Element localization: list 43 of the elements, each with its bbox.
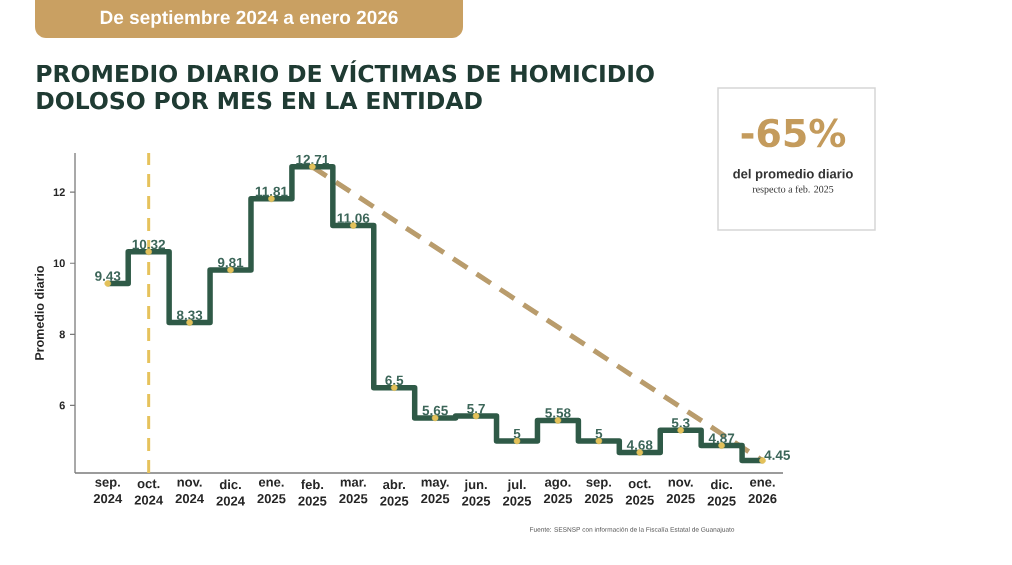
data-label: 4.68 (626, 440, 653, 450)
x-tick-label: nov. 2024 (175, 479, 204, 504)
x-tick-label: sep. 2024 (93, 479, 123, 504)
y-tick-label: 6 (59, 401, 65, 410)
x-tick-label: oct. 2025 (625, 479, 654, 505)
y-tick-label: 8 (59, 330, 65, 339)
data-label: 5.3 (671, 418, 690, 428)
x-tick-label: jun. 2025 (462, 479, 491, 506)
data-label: 8.33 (176, 310, 203, 320)
x-tick-label: dic. 2025 (707, 479, 736, 506)
data-label: 5.58 (545, 408, 571, 418)
data-label: 6.5 (385, 375, 404, 386)
x-tick-label: dic. 2024 (216, 479, 245, 506)
x-tick-label: feb. 2025 (298, 479, 327, 506)
data-label: 5 (513, 428, 521, 439)
x-tick-label: ene. 2025 (257, 479, 286, 504)
data-label: 4.45 (764, 450, 791, 460)
text: -65% (741, 118, 846, 148)
chart-subtitle: De septiembre 2024 a enero 2026 (100, 10, 398, 28)
data-label: 11.06 (337, 213, 370, 223)
x-tick-label: abr. 2025 (380, 479, 409, 506)
x-tick-label: sep. 2025 (584, 479, 613, 504)
annotation: respecto a feb. 2025 (752, 185, 834, 195)
chart-title: PROMEDIO DIARIO DE VÍCTIMAS DE HOMICIDIO DOLOSO POR MES EN LA ENTIDAD (37, 60, 654, 110)
data-label: 9.81 (217, 257, 244, 268)
y-axis-title: Promedio diario (34, 265, 44, 360)
y-tick-label: 12 (53, 188, 65, 196)
x-tick-label: mar. 2025 (339, 479, 368, 504)
data-label: 5 (595, 428, 603, 439)
data-label: 11.81 (255, 186, 288, 197)
x-tick-label: jul. 2025 (503, 479, 532, 506)
data-label: 4.87 (708, 433, 735, 444)
x-tick-label: ene. 2026 (748, 479, 777, 504)
data-label: 5.7 (467, 404, 485, 414)
x-tick-label: oct. 2024 (134, 479, 164, 505)
x-tick-label: nov. 2025 (666, 479, 695, 504)
x-tick-label: ago. 2025 (543, 479, 573, 504)
data-label: 12.71 (296, 154, 329, 165)
data-label: 9.43 (95, 271, 121, 281)
y-tick-label: 10 (53, 259, 65, 268)
annotation: del promedio diario (733, 168, 853, 182)
data-label: 5.65 (422, 405, 448, 416)
x-tick-label: may. 2025 (421, 479, 450, 504)
